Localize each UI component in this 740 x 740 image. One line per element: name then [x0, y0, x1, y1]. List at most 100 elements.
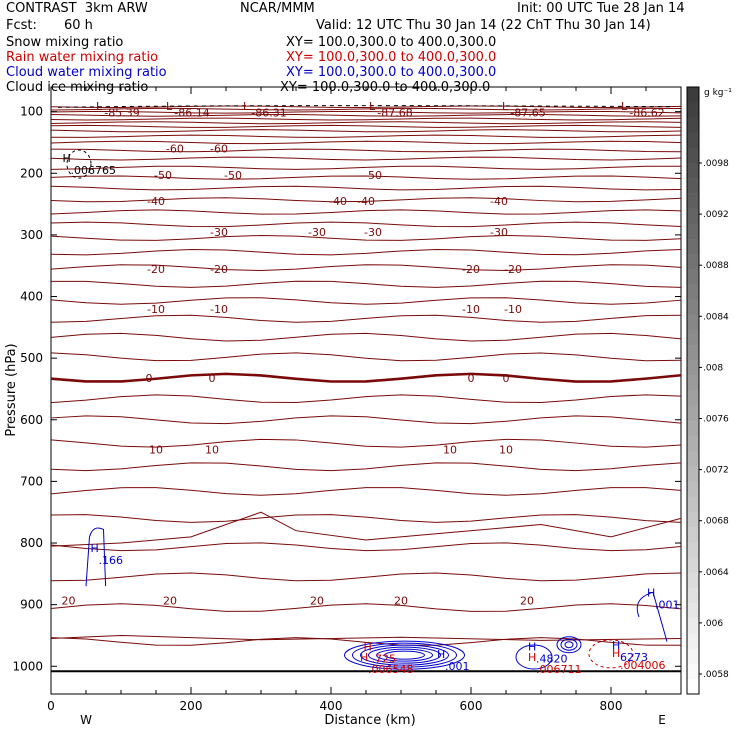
contour-label: -60	[210, 143, 228, 156]
colorbar-swatch	[687, 542, 699, 558]
isotherm-line	[50, 603, 682, 612]
cloudwater-contour	[376, 648, 433, 662]
header-title-left: CONTRAST 3km ARW	[6, 1, 148, 16]
colorbar-swatch	[687, 663, 699, 680]
low-value-label: -87.68	[377, 107, 412, 120]
contour-label: 10	[149, 443, 163, 456]
colorbar-swatch	[687, 178, 699, 194]
colorbar-swatch	[687, 147, 699, 164]
y-tick-label: 800	[20, 536, 43, 550]
colorbar-swatch	[687, 572, 699, 589]
contour-label: 10	[205, 443, 219, 456]
high-marker: H	[63, 152, 71, 165]
isotherm-line	[50, 105, 682, 108]
colorbar-label: .008	[703, 363, 723, 373]
isotherm-line	[50, 107, 682, 111]
colorbar-swatch	[687, 511, 699, 528]
x-tick-label: 0	[47, 699, 55, 713]
colorbar-label: .0068	[703, 517, 729, 527]
colorbar-swatch	[687, 344, 699, 361]
colorbar-frame	[686, 86, 700, 695]
high-value-label: .006765	[71, 164, 117, 177]
low-marker: L	[502, 100, 509, 113]
contour-label: 0	[468, 372, 475, 385]
cloudwater-contour	[636, 591, 668, 642]
colorbar-swatch	[687, 420, 699, 437]
isotherm-line	[50, 185, 682, 191]
colorbar-swatch	[687, 238, 699, 255]
contour-label: -30	[308, 226, 326, 239]
x-end-label-west: W	[80, 713, 92, 727]
isotherm-line	[50, 297, 682, 305]
high-marker: H	[647, 586, 655, 599]
high-value-label: .725	[372, 653, 397, 666]
high-marker: H	[364, 641, 372, 654]
x-end-label-east: E	[658, 713, 666, 727]
header-title-center: NCAR/MMM	[240, 1, 315, 16]
high-marker: H	[91, 542, 99, 555]
isotherm-line	[50, 352, 682, 362]
y-tick-label: 1000	[12, 659, 43, 673]
y-tick-label: 300	[20, 228, 43, 242]
contour-label: -30	[210, 226, 228, 239]
field-rain-name: Rain water mixing ratio	[6, 50, 159, 65]
colorbar-label: .0058	[703, 670, 729, 680]
colorbar-swatch	[687, 284, 699, 300]
y-tick-label: 600	[20, 413, 43, 427]
low-value-label: -86.31	[251, 107, 286, 120]
isotherm-line	[50, 134, 682, 138]
contour-label: 20	[163, 594, 177, 607]
colorbar-swatch	[687, 299, 699, 316]
isotherm-line	[50, 280, 682, 288]
label-layer: -60 -60 -50 -50 -50 -40 -40 -40 -40 -30 -30 -30 -30 -…	[62, 100, 680, 676]
colorbar-swatch	[687, 678, 699, 695]
isotherm-line	[50, 221, 682, 228]
field-snow-name: Snow mixing ratio	[6, 35, 124, 50]
colorbar-swatch	[687, 496, 699, 513]
isotherm-line	[50, 332, 682, 342]
cloudwater-contour	[344, 640, 465, 670]
isotherm-line	[50, 121, 682, 125]
high-marker: H	[612, 639, 620, 652]
isotherm-line	[50, 124, 682, 128]
colorbar-swatch	[687, 360, 699, 376]
header-valid: Valid: 12 UTC Thu 30 Jan 14 (22 ChT Thu …	[316, 18, 651, 33]
contour-label: -40	[490, 195, 508, 208]
x-tick-label: 600	[460, 699, 483, 713]
high-value-label: .4820	[536, 653, 568, 666]
cloudwater-contour	[360, 644, 449, 666]
contour-label: 20	[520, 594, 534, 607]
contour-label: 0	[146, 372, 153, 385]
isotherm-line	[50, 234, 682, 241]
colorbar-unit: g kg⁻¹	[704, 88, 732, 98]
colorbar-swatch	[687, 618, 699, 634]
colorbar-swatch	[687, 132, 699, 149]
cloudwater-contour	[556, 636, 582, 654]
isotherm-line	[50, 438, 682, 448]
high-value-label: .001	[445, 660, 470, 673]
y-tick-label: 900	[20, 598, 43, 612]
low-marker: L	[243, 100, 250, 113]
contour-label: -10	[504, 303, 522, 316]
isotherm-line	[50, 542, 682, 552]
low-marker: L	[369, 100, 376, 113]
isotherm-line	[50, 487, 682, 496]
header-fcst-label: Fcst:	[6, 18, 37, 33]
contour-label: 20	[310, 594, 324, 607]
contour-label: -30	[364, 226, 382, 239]
isotherm-line	[50, 394, 682, 404]
isotherm-line	[50, 572, 682, 582]
isotherm-line	[50, 415, 682, 425]
contour-layer	[50, 105, 682, 673]
colorbar-swatch	[687, 466, 699, 483]
high-marker: H	[528, 641, 536, 654]
colorbar-label: .0084	[703, 312, 729, 322]
isotherm-line	[50, 165, 682, 170]
high-marker: H	[360, 651, 368, 664]
field-rain-xy: XY= 100.0,300.0 to 400.0,300.0	[286, 50, 497, 65]
contour-label: -10	[210, 303, 228, 316]
dashed-contour	[57, 105, 675, 108]
y-axis-title: Pressure (hPa)	[4, 343, 19, 436]
colorbar-swatch	[687, 269, 699, 285]
colorbar-swatch	[687, 527, 699, 543]
